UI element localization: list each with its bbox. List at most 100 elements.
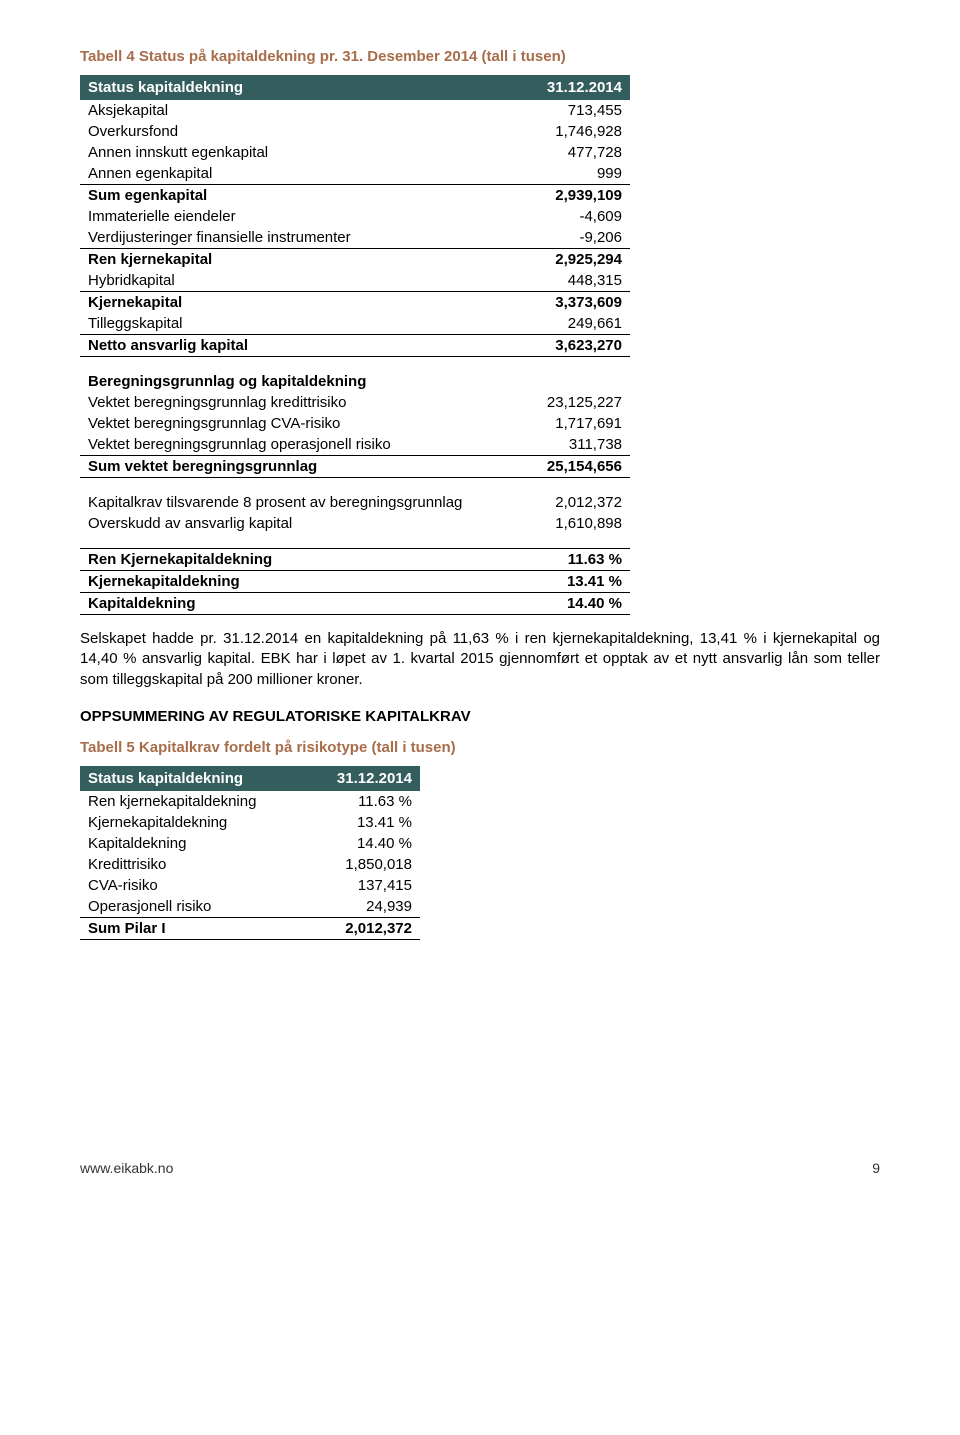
table4-ren-kjernekapital: Ren kjernekapital2,925,294 — [80, 249, 630, 271]
table4-caption: Tabell 4 Status på kapitaldekning pr. 31… — [80, 48, 880, 65]
table-row: Kapitalkrav tilsvarende 8 prosent av ber… — [80, 492, 630, 513]
spacer-row — [80, 357, 630, 372]
table5: Status kapitaldekning 31.12.2014 Ren kje… — [80, 766, 420, 940]
cell-label: Ren kjernekapitaldekning — [80, 791, 310, 812]
cell-label: Overskudd av ansvarlig kapital — [80, 513, 520, 534]
cell-label: Immaterielle eiendeler — [80, 206, 520, 227]
table4-bg-sum: Sum vektet beregningsgrunnlag25,154,656 — [80, 456, 630, 478]
table4-netto-ansvarlig: Netto ansvarlig kapital3,623,270 — [80, 335, 630, 357]
cell-label: Sum Pilar I — [80, 917, 310, 939]
table-row: Ren kjernekapitaldekning11.63 % — [80, 791, 420, 812]
cell-value: 477,728 — [520, 142, 630, 163]
cell-value: 11.63 % — [520, 549, 630, 571]
cell-label: Vektet beregningsgrunnlag CVA-risiko — [80, 413, 520, 434]
table5-header-row: Status kapitaldekning 31.12.2014 — [80, 766, 420, 791]
cell-label: Operasjonell risiko — [80, 896, 310, 918]
table5-header-date: 31.12.2014 — [310, 766, 420, 791]
cell-label: Aksjekapital — [80, 100, 520, 121]
cell-label: Vektet beregningsgrunnlag operasjonell r… — [80, 434, 520, 456]
cell-label: Hybridkapital — [80, 270, 520, 292]
table4-header-label: Status kapitaldekning — [80, 75, 520, 100]
cell-label: Kapitaldekning — [80, 833, 310, 854]
table4-header-row: Status kapitaldekning 31.12.2014 — [80, 75, 630, 100]
table-row: Kredittrisiko1,850,018 — [80, 854, 420, 875]
spacer-row — [80, 478, 630, 493]
cell-value: 1,746,928 — [520, 121, 630, 142]
table-row: Ren Kjernekapitaldekning11.63 % — [80, 549, 630, 571]
table-row: Vektet beregningsgrunnlag kredittrisiko2… — [80, 392, 630, 413]
cell-value: 311,738 — [520, 434, 630, 456]
table-row: Kjernekapitaldekning13.41 % — [80, 812, 420, 833]
cell-value: 2,012,372 — [310, 917, 420, 939]
table-row: Annen innskutt egenkapital477,728 — [80, 142, 630, 163]
cell-label: Beregningsgrunnlag og kapitaldekning — [80, 371, 630, 392]
cell-label: Kjernekapitaldekning — [80, 812, 310, 833]
table5-caption: Tabell 5 Kapitalkrav fordelt på risikoty… — [80, 739, 880, 756]
cell-value: 11.63 % — [310, 791, 420, 812]
cell-value: 448,315 — [520, 270, 630, 292]
cell-value: 2,012,372 — [520, 492, 630, 513]
cell-value: 2,939,109 — [520, 185, 630, 207]
cell-label: Overkursfond — [80, 121, 520, 142]
cell-value: 23,125,227 — [520, 392, 630, 413]
table5-header-label: Status kapitaldekning — [80, 766, 310, 791]
page-footer: www.eikabk.no 9 — [80, 1160, 880, 1176]
table-row: Immaterielle eiendeler-4,609 — [80, 206, 630, 227]
cell-label: CVA-risiko — [80, 875, 310, 896]
cell-value: 137,415 — [310, 875, 420, 896]
cell-label: Vektet beregningsgrunnlag kredittrisiko — [80, 392, 520, 413]
table-row: Tilleggskapital249,661 — [80, 313, 630, 335]
page-number: 9 — [872, 1160, 880, 1176]
cell-value: 999 — [520, 163, 630, 185]
cell-value: 3,623,270 — [520, 335, 630, 357]
table-row: Overkursfond1,746,928 — [80, 121, 630, 142]
table-row: Verdijusteringer finansielle instrumente… — [80, 227, 630, 249]
cell-value: -9,206 — [520, 227, 630, 249]
table5-sum: Sum Pilar I2,012,372 — [80, 917, 420, 939]
cell-label: Annen egenkapital — [80, 163, 520, 185]
table-row: Hybridkapital448,315 — [80, 270, 630, 292]
table-row: Kapitaldekning14.40 % — [80, 593, 630, 615]
cell-label: Ren Kjernekapitaldekning — [80, 549, 520, 571]
cell-label: Verdijusteringer finansielle instrumente… — [80, 227, 520, 249]
cell-value: -4,609 — [520, 206, 630, 227]
cell-value: 13.41 % — [520, 571, 630, 593]
table4-sum-egenkapital: Sum egenkapital2,939,109 — [80, 185, 630, 207]
cell-label: Kjernekapital — [80, 292, 520, 314]
cell-value: 14.40 % — [520, 593, 630, 615]
table-row: Annen egenkapital999 — [80, 163, 630, 185]
table4-header-date: 31.12.2014 — [520, 75, 630, 100]
cell-value: 1,850,018 — [310, 854, 420, 875]
footer-link: www.eikabk.no — [80, 1160, 173, 1176]
cell-label: Kjernekapitaldekning — [80, 571, 520, 593]
table-row: Vektet beregningsgrunnlag operasjonell r… — [80, 434, 630, 456]
table-row: Vektet beregningsgrunnlag CVA-risiko1,71… — [80, 413, 630, 434]
cell-label: Netto ansvarlig kapital — [80, 335, 520, 357]
cell-value: 249,661 — [520, 313, 630, 335]
cell-label: Sum egenkapital — [80, 185, 520, 207]
section-heading: OPPSUMMERING AV REGULATORISKE KAPITALKRA… — [80, 708, 880, 725]
cell-value: 1,610,898 — [520, 513, 630, 534]
table-row: Kjernekapitaldekning13.41 % — [80, 571, 630, 593]
table-row: Operasjonell risiko24,939 — [80, 896, 420, 918]
spacer-row — [80, 534, 630, 549]
body-paragraph: Selskapet hadde pr. 31.12.2014 en kapita… — [80, 629, 880, 690]
cell-label: Sum vektet beregningsgrunnlag — [80, 456, 520, 478]
table-row: Overskudd av ansvarlig kapital1,610,898 — [80, 513, 630, 534]
table-row: Kapitaldekning14.40 % — [80, 833, 420, 854]
cell-value: 1,717,691 — [520, 413, 630, 434]
table-row: CVA-risiko137,415 — [80, 875, 420, 896]
cell-value: 14.40 % — [310, 833, 420, 854]
cell-value: 2,925,294 — [520, 249, 630, 271]
table4-bg-header: Beregningsgrunnlag og kapitaldekning — [80, 371, 630, 392]
cell-label: Kapitaldekning — [80, 593, 520, 615]
cell-value: 13.41 % — [310, 812, 420, 833]
table-row: Aksjekapital713,455 — [80, 100, 630, 121]
cell-value: 713,455 — [520, 100, 630, 121]
cell-value: 3,373,609 — [520, 292, 630, 314]
cell-label: Tilleggskapital — [80, 313, 520, 335]
cell-value: 25,154,656 — [520, 456, 630, 478]
cell-label: Annen innskutt egenkapital — [80, 142, 520, 163]
table4: Status kapitaldekning 31.12.2014 Aksjeka… — [80, 75, 630, 615]
cell-label: Kapitalkrav tilsvarende 8 prosent av ber… — [80, 492, 520, 513]
